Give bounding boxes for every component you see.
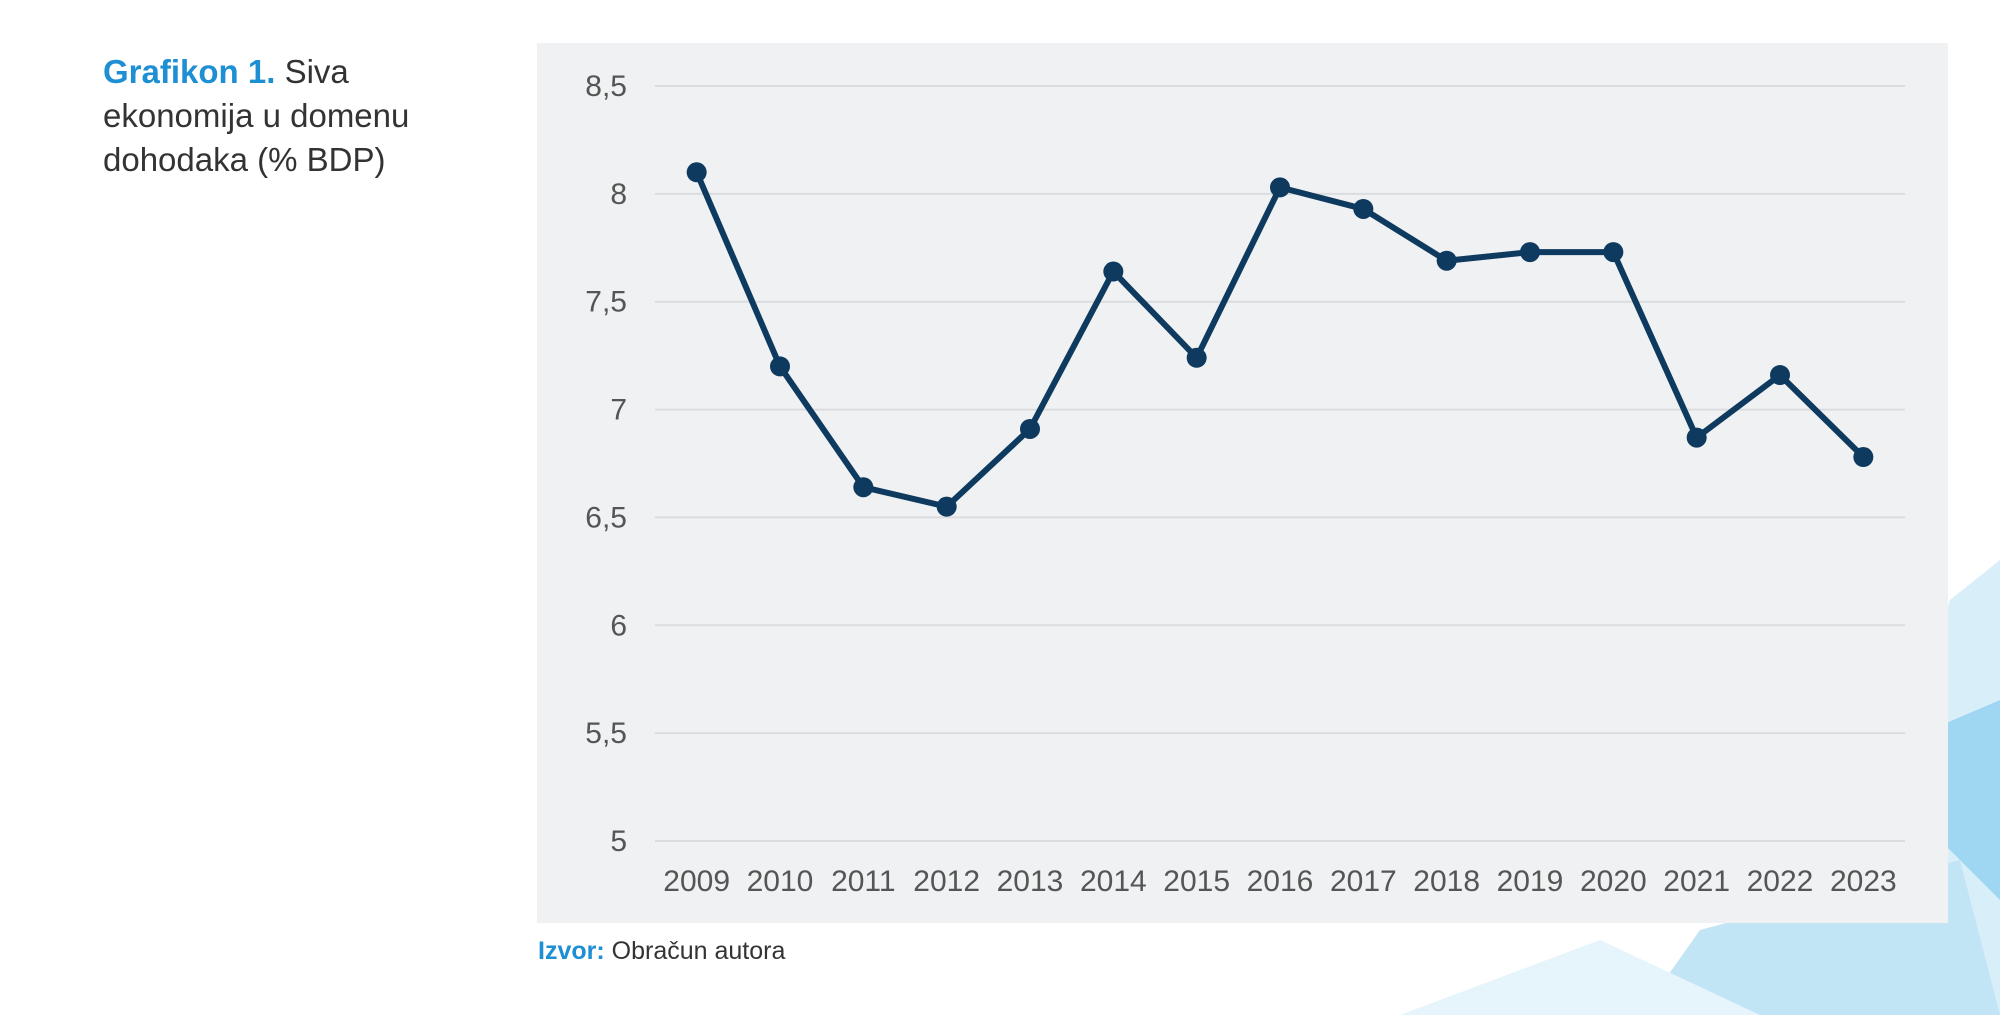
data-point — [853, 477, 874, 498]
y-tick-label: 6,5 — [585, 501, 627, 534]
data-point — [936, 496, 957, 517]
y-tick-label: 6 — [610, 609, 627, 642]
chart-panel: 5 5,5 6 6,5 7 7,5 8 8,5 2009 2010 2011 2012 2013 2014… — [537, 43, 1948, 923]
x-tick-label: 2019 — [1497, 865, 1564, 898]
chart-caption: Grafikon 1. Siva ekonomija u domenu doho… — [103, 50, 503, 182]
data-point — [1186, 347, 1207, 368]
data-point — [1020, 418, 1040, 439]
data-point — [1770, 365, 1790, 386]
x-tick-label: 2014 — [1080, 865, 1147, 898]
data-point — [1686, 427, 1707, 448]
x-tick-label: 2023 — [1830, 865, 1897, 898]
caption-text: Siva ekonomija u domenu dohodaka (% BDP) — [103, 53, 410, 178]
x-tick-label: 2012 — [913, 865, 980, 898]
data-point — [1520, 242, 1540, 263]
data-point — [1270, 177, 1290, 198]
x-tick-label: 2022 — [1747, 865, 1814, 898]
data-point — [1103, 261, 1124, 282]
x-tick-label: 2020 — [1580, 865, 1647, 898]
data-point — [1436, 250, 1457, 271]
data-point — [686, 162, 707, 183]
source-label: Izvor: — [538, 937, 605, 965]
data-point — [1603, 242, 1624, 263]
series-line — [693, 169, 1867, 510]
line-chart: 5 5,5 6 6,5 7 7,5 8 8,5 2009 2010 2011 2012 2013 2014… — [585, 70, 1905, 898]
source-text: Obračun autora — [611, 937, 786, 965]
x-tick-label: 2016 — [1247, 865, 1314, 898]
y-tick-label: 8,5 — [585, 70, 627, 103]
x-tick-label: 2017 — [1330, 865, 1397, 898]
x-tick-label: 2011 — [831, 865, 896, 898]
x-tick-label: 2009 — [663, 865, 730, 898]
x-tick-label: 2021 — [1663, 865, 1730, 898]
y-tick-label: 8 — [610, 178, 627, 211]
x-tick-label: 2013 — [997, 865, 1064, 898]
x-tick-label: 2015 — [1163, 865, 1230, 898]
y-tick-label: 5,5 — [585, 717, 627, 750]
x-tick-label: 2010 — [747, 865, 814, 898]
x-tick-label: 2018 — [1413, 865, 1480, 898]
y-tick-label: 7 — [610, 394, 627, 427]
data-point — [1853, 447, 1874, 468]
source-note: Izvor: Obračun autora — [538, 937, 785, 966]
data-point — [1353, 198, 1374, 219]
data-point — [770, 356, 790, 377]
y-tick-label: 5 — [610, 825, 627, 858]
y-tick-label: 7,5 — [585, 286, 627, 319]
caption-label: Grafikon 1. — [103, 53, 276, 90]
